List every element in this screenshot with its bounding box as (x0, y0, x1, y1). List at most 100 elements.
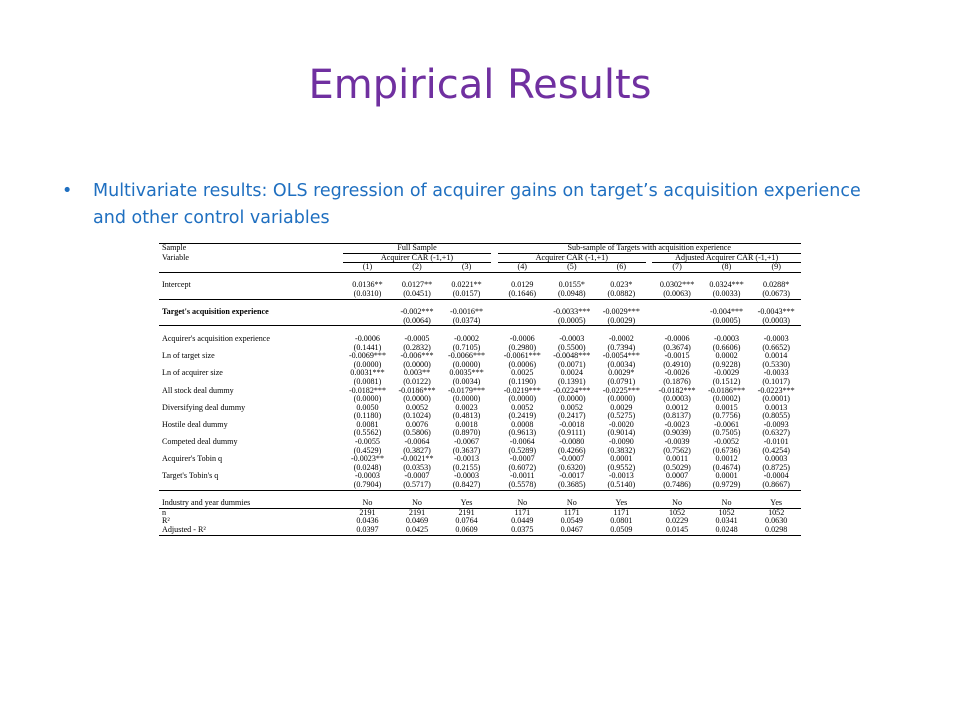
footer-value-cell: 1171 (514, 507, 531, 517)
footer-value-cell: Yes (441, 498, 492, 509)
column-gap (491, 526, 498, 536)
footer-value-cell: 0.0298 (751, 525, 801, 536)
table-row: Acquirer's Tobin q -0.0023** -0.0021** -0.0… (159, 455, 801, 464)
p-value-cell (497, 316, 548, 327)
footer-value-cell: No (652, 498, 702, 509)
row-label: Acquirer's Tobin q (162, 454, 223, 464)
p-value-cell: (0.0003) (663, 394, 691, 404)
coefficient-cell: -0.0033 (763, 368, 789, 378)
footer-row: R² 0.0436 0.0469 0.0764 0.0449 0.0549 0.0801 0.… (159, 517, 801, 526)
p-value-cell: (0.1646) (497, 289, 548, 300)
p-value-cell: (0.8725) (762, 462, 790, 472)
coefficient-cell: 0.0081 (356, 419, 379, 429)
footer-value-cell: 0.0630 (765, 516, 788, 526)
column-gap (646, 499, 653, 509)
p-value-cell (342, 316, 393, 327)
coefficient-cell: -0.0064 (404, 437, 430, 447)
coefficient-cell: -0.0064 (509, 437, 535, 447)
coefficient-cell: 0.0023 (455, 402, 478, 412)
coefficient-cell: 0.0011 (666, 454, 689, 464)
footer-value-cell: 0.0509 (596, 525, 647, 536)
column-gap (646, 316, 653, 327)
p-value-cell: (0.7486) (652, 480, 702, 491)
table-row-pvalues: (0.0081) (0.0122) (0.0034) (0.1190) (0.1391)… (159, 376, 801, 387)
p-value-cell: (0.8055) (762, 411, 790, 421)
footer-value-cell: 0.0764 (455, 516, 478, 526)
p-value-cell: (0.0310) (342, 289, 393, 300)
coefficient-cell: -0.0069*** (348, 351, 387, 361)
coefficient-cell: -0.0186*** (398, 385, 436, 395)
coefficient-cell: 0.0015 (715, 402, 738, 412)
p-value-cell: (0.0000) (452, 359, 481, 369)
p-value-cell: (0.0374) (441, 316, 492, 327)
p-value-cell: (0.1017) (762, 376, 790, 386)
p-value-cell: (0.0673) (751, 289, 801, 300)
footer-row: n 2191 2191 2191 1171 1171 1171 1052 1052 1052 (159, 508, 801, 517)
coefficient-cell: -0.0219*** (503, 385, 541, 395)
column-gap (646, 262, 653, 273)
coefficient-cell: -0.0007 (509, 454, 535, 464)
coefficient-cell: -0.0101 (763, 437, 789, 447)
p-value-cell: (0.1876) (663, 376, 691, 386)
p-value-cell: (0.4266) (557, 445, 586, 455)
coefficient-cell: -0.0182*** (348, 385, 387, 395)
row-label-empty (159, 316, 343, 327)
coefficient-cell: -0.0029*** (602, 307, 640, 317)
coefficient-cell: -0.0003 (714, 333, 740, 343)
coefficient-cell: 0.0324*** (709, 280, 744, 290)
coefficient-cell: -0.0003 (454, 471, 480, 481)
coefficient-cell: -0.0003 (559, 333, 585, 343)
footer-value-cell: 1052 (668, 507, 686, 517)
coefficient-cell: -0.0039 (664, 437, 690, 447)
table-row-pvalues: (0.0064) (0.0374) (0.0005) (0.0029) (0.0005)… (159, 316, 801, 327)
model-number-cell: (5) (547, 263, 597, 273)
row-label: Diversifying deal dummy (162, 402, 246, 412)
table-row: Target's Tobin's q -0.0003 -0.0007 -0.0003 -… (159, 472, 801, 481)
p-value-cell: (0.5275) (607, 411, 636, 421)
table-row: Competed deal dummy -0.0055 -0.0064 -0.0067… (159, 437, 801, 447)
footer-value-cell: 0.0341 (715, 516, 738, 526)
coefficient-cell: -0.0020 (608, 419, 634, 429)
coefficient-cell: 0.0007 (665, 471, 689, 481)
p-value-cell: (0.0248) (353, 462, 382, 472)
regression-table: Sample Full Sample Sub-sample of Targets… (159, 243, 801, 536)
p-value-cell: (0.0029) (596, 316, 647, 327)
coefficient-cell: -0.0013 (454, 454, 480, 464)
coefficient-cell: -0.0005 (404, 333, 430, 343)
coefficient-cell: -0.0023** (350, 454, 384, 464)
full-sample-header: Full Sample (342, 243, 492, 254)
p-value-cell: (0.1190) (508, 376, 536, 386)
p-value-cell: (0.0005) (701, 316, 752, 327)
p-value-cell: (0.4674) (712, 462, 741, 472)
footer-value-cell: 0.0549 (560, 516, 583, 526)
coefficient-cell: 0.0155* (558, 280, 585, 290)
p-value-cell: (0.3832) (607, 445, 636, 455)
coefficient-cell: -0.0004 (763, 471, 789, 481)
coefficient-cell: 0.0025 (511, 368, 534, 378)
coefficient-cell: 0.0052 (405, 402, 429, 412)
bullet-item: • Multivariate results: OLS regression o… (62, 178, 872, 232)
p-value-cell: (0.0064) (392, 316, 442, 327)
p-value-cell: (0.7505) (712, 428, 741, 438)
p-value-cell: (0.5717) (392, 480, 442, 491)
table-row-pvalues: (0.0000) (0.0000) (0.0000) (0.0000) (0.0000)… (159, 394, 801, 404)
p-value-cell: (0.9552) (607, 462, 636, 472)
p-value-cell: (0.7904) (342, 480, 393, 491)
p-value-cell: (0.0081) (353, 376, 382, 386)
row-label: Intercept (162, 280, 191, 290)
footer-value-cell: 2191 (408, 507, 426, 517)
coefficient-cell: -0.0006 (509, 333, 535, 343)
table-row: Ln of acquirer size 0.0031*** 0.003** 0.003… (159, 369, 801, 378)
coefficient-cell: -0.0003 (355, 471, 380, 481)
slide-title: Empirical Results (308, 62, 652, 108)
car-sub-header: Acquirer CAR (-1,+1) (497, 253, 647, 264)
coefficient-cell: -0.0021** (400, 454, 434, 464)
row-label-empty (159, 289, 343, 300)
coefficient-cell: -0.006*** (400, 351, 434, 361)
bullet-dot-icon: • (62, 181, 73, 201)
coefficient-cell (343, 308, 393, 317)
model-number-cell: (8) (701, 263, 752, 273)
p-value-cell: (0.5500) (557, 342, 586, 352)
coefficient-cell: -0.0048*** (553, 351, 591, 361)
footer-value-cell: 2191 (359, 507, 376, 517)
